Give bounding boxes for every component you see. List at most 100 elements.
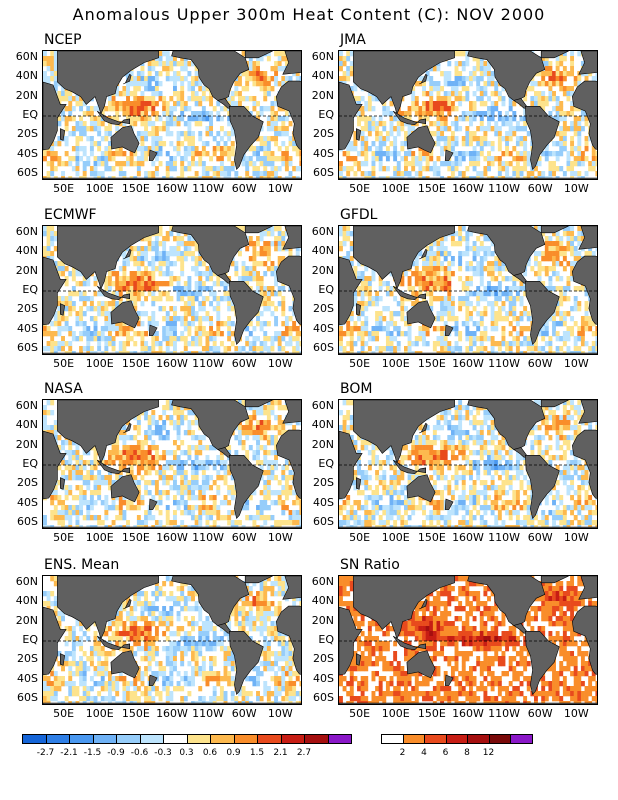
field-cell bbox=[256, 236, 260, 242]
field-cell bbox=[158, 261, 163, 267]
field-cell bbox=[147, 81, 152, 87]
field-cell bbox=[270, 346, 275, 352]
field-cell bbox=[404, 141, 408, 147]
field-cell bbox=[216, 116, 221, 122]
field-cell bbox=[577, 141, 582, 147]
field-cell bbox=[288, 141, 293, 147]
field-cell bbox=[111, 96, 116, 102]
field-cell bbox=[183, 291, 188, 297]
field-cell bbox=[183, 321, 188, 327]
field-cell bbox=[450, 241, 455, 247]
field-cell bbox=[472, 341, 477, 347]
field-cell bbox=[158, 91, 163, 97]
field-cell bbox=[263, 341, 268, 347]
field-cell bbox=[573, 246, 578, 252]
field-cell bbox=[151, 271, 156, 277]
field-cell bbox=[422, 86, 426, 92]
field-cell bbox=[537, 101, 542, 107]
field-cell bbox=[274, 271, 279, 277]
field-cell bbox=[266, 136, 271, 142]
field-cell bbox=[541, 151, 546, 157]
field-cell bbox=[494, 256, 499, 262]
field-cell bbox=[512, 311, 517, 317]
field-cell bbox=[270, 126, 275, 132]
field-cell bbox=[270, 271, 275, 277]
field-cell bbox=[194, 116, 199, 122]
field-cell bbox=[274, 96, 279, 102]
field-cell bbox=[508, 176, 513, 179]
field-cell bbox=[479, 311, 484, 317]
field-cell bbox=[465, 176, 470, 179]
field-cell bbox=[360, 96, 365, 102]
field-cell bbox=[534, 256, 538, 262]
field-cell bbox=[404, 331, 408, 337]
field-cell bbox=[577, 81, 582, 87]
field-cell bbox=[205, 346, 210, 352]
field-cell bbox=[346, 66, 351, 72]
field-cell bbox=[476, 66, 481, 72]
field-cell bbox=[169, 96, 174, 102]
field-cell bbox=[43, 331, 47, 337]
field-cell bbox=[490, 336, 495, 342]
field-cell bbox=[259, 71, 264, 77]
field-cell bbox=[562, 256, 567, 262]
field-cell bbox=[584, 311, 589, 317]
field-cell bbox=[151, 415, 156, 421]
field-cell bbox=[46, 231, 51, 237]
field-cell bbox=[414, 276, 419, 282]
field-cell bbox=[443, 286, 448, 292]
field-cell bbox=[562, 146, 567, 152]
field-cell bbox=[151, 106, 156, 112]
field-cell bbox=[573, 306, 578, 312]
field-cell bbox=[559, 71, 564, 77]
field-cell bbox=[154, 116, 159, 122]
field-cell bbox=[552, 271, 556, 277]
field-cell bbox=[180, 171, 185, 177]
field-cell bbox=[57, 121, 62, 127]
field-cell bbox=[86, 111, 91, 117]
field-cell bbox=[194, 261, 199, 267]
field-cell bbox=[140, 351, 145, 354]
field-cell bbox=[191, 311, 195, 317]
field-cell bbox=[461, 321, 466, 327]
field-cell bbox=[393, 166, 398, 172]
field-cell bbox=[122, 171, 127, 177]
field-cell bbox=[570, 86, 575, 92]
field-cell bbox=[548, 351, 553, 354]
field-cell bbox=[230, 131, 235, 137]
field-cell bbox=[104, 131, 109, 137]
field-cell bbox=[418, 146, 423, 152]
field-cell bbox=[173, 81, 177, 87]
field-cell bbox=[126, 336, 130, 342]
field-cell bbox=[555, 106, 560, 112]
field-cell bbox=[201, 261, 206, 267]
field-cell bbox=[483, 296, 488, 302]
field-cell bbox=[346, 351, 351, 354]
field-cell bbox=[270, 111, 275, 117]
field-cell bbox=[458, 96, 463, 102]
field-cell bbox=[454, 166, 459, 172]
field-cell bbox=[562, 296, 567, 302]
field-cell bbox=[559, 311, 564, 317]
field-cell bbox=[154, 331, 159, 337]
field-cell bbox=[404, 346, 408, 352]
field-cell bbox=[436, 91, 441, 97]
field-cell bbox=[187, 291, 192, 297]
field-cell bbox=[461, 86, 466, 92]
field-cell bbox=[450, 271, 455, 277]
field-cell bbox=[133, 341, 138, 347]
field-cell bbox=[494, 121, 499, 127]
field-cell bbox=[422, 81, 426, 87]
field-cell bbox=[198, 81, 203, 87]
field-cell bbox=[544, 176, 549, 179]
field-cell bbox=[122, 86, 127, 92]
field-cell bbox=[450, 81, 455, 87]
field-cell bbox=[108, 131, 112, 137]
field-cell bbox=[450, 161, 455, 167]
field-cell bbox=[346, 256, 351, 262]
field-cell bbox=[75, 171, 80, 177]
field-cell bbox=[118, 296, 123, 302]
field-cell bbox=[476, 56, 481, 62]
field-cell bbox=[158, 231, 163, 237]
field-cell bbox=[440, 281, 445, 287]
